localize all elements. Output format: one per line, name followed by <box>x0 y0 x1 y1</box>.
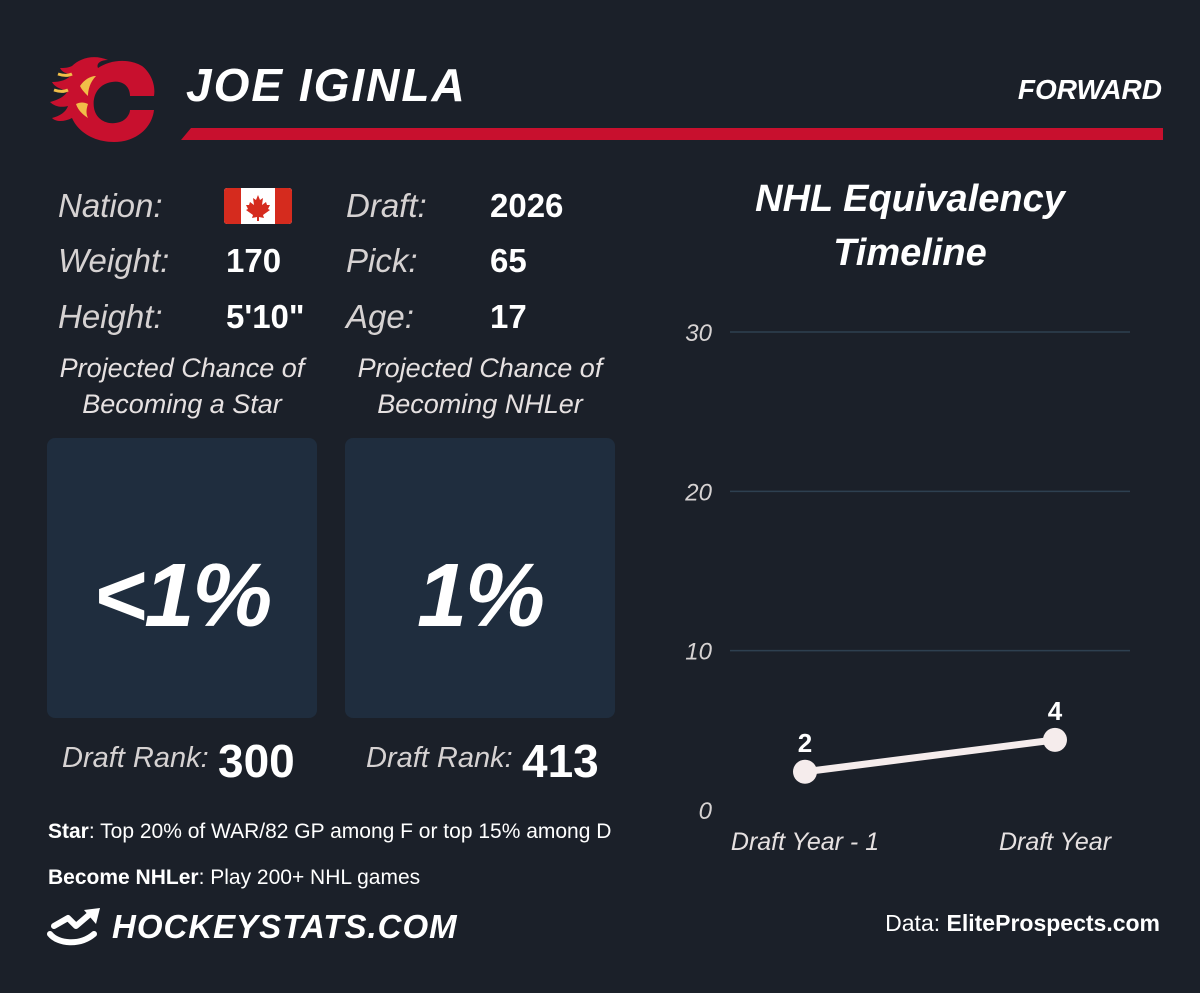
star-definition-text: : Top 20% of WAR/82 GP among F or top 15… <box>88 820 612 843</box>
nhler-draft-rank-label: Draft Rank: <box>366 742 513 774</box>
height-label: Height: <box>58 298 163 335</box>
player-name: JOE IGINLA <box>186 59 467 111</box>
series-line <box>801 736 1059 776</box>
age-label: Age: <box>346 298 414 335</box>
chart-title: NHL Equivalency Timeline <box>700 172 1120 280</box>
star-draft-rank-value: 300 <box>218 735 295 787</box>
data-point <box>793 759 817 784</box>
y-tick-label: 30 <box>685 320 712 347</box>
y-tick-label: 20 <box>684 479 712 506</box>
nhler-definition: Become NHLer: Play 200+ NHL games <box>48 866 420 890</box>
header-divider <box>181 128 1163 140</box>
nhler-chance-panel <box>345 438 615 718</box>
nhler-title-line2: Becoming NHLer <box>377 389 583 419</box>
nhler-term: Become NHLer <box>48 866 199 889</box>
star-draft-rank-label: Draft Rank: <box>62 742 209 774</box>
weight-label: Weight: <box>58 242 170 279</box>
y-tick-label: 10 <box>685 639 712 666</box>
star-title-line2: Becoming a Star <box>82 389 282 419</box>
data-credit: Data: EliteProspects.com <box>885 910 1160 937</box>
hockeystats-logo-icon <box>47 908 100 946</box>
x-tick-label: Draft Year <box>999 828 1113 856</box>
y-tick-label: 0 <box>699 798 713 825</box>
weight-value: 170 <box>226 242 282 279</box>
nhler-projection-title: Projected Chance of Becoming NHLer <box>330 350 630 422</box>
canada-flag-icon <box>224 188 292 224</box>
draft-label: Draft: <box>346 187 427 224</box>
chart-title-line1: NHL Equivalency <box>755 178 1065 220</box>
player-position: FORWARD <box>1017 74 1162 105</box>
nhler-title-line1: Projected Chance of <box>357 353 603 383</box>
star-chance-panel <box>47 438 317 718</box>
pick-value: 65 <box>490 242 527 279</box>
nhler-definition-text: : Play 200+ NHL games <box>198 866 421 889</box>
nation-label: Nation: <box>58 187 163 224</box>
credit-prefix: Data: <box>885 910 947 936</box>
nhler-draft-rank-value: 413 <box>522 735 599 787</box>
site-brand: HOCKEYSTATS.COM <box>112 908 458 945</box>
data-label: 4 <box>1048 696 1063 726</box>
nhler-chance-value: 1% <box>416 546 545 646</box>
star-chance-value: <1% <box>93 546 273 646</box>
data-label: 2 <box>798 728 812 758</box>
calgary-flames-logo-icon <box>50 57 155 142</box>
x-tick-label: Draft Year - 1 <box>731 828 879 856</box>
age-value: 17 <box>490 298 527 335</box>
pick-label: Pick: <box>346 242 418 279</box>
draft-value: 2026 <box>490 187 564 224</box>
star-definition: Star: Top 20% of WAR/82 GP among F or to… <box>48 820 611 844</box>
star-title-line1: Projected Chance of <box>59 353 305 383</box>
equivalency-line-chart: 0 10 20 30 Draft Year - 1 Draft Year 2 4 <box>684 320 1130 856</box>
star-projection-title: Projected Chance of Becoming a Star <box>32 350 332 422</box>
credit-source: EliteProspects.com <box>946 910 1160 936</box>
chart-title-line2: Timeline <box>833 232 987 274</box>
star-term: Star <box>48 820 89 843</box>
height-value: 5'10" <box>226 298 305 335</box>
data-point <box>1043 727 1067 752</box>
